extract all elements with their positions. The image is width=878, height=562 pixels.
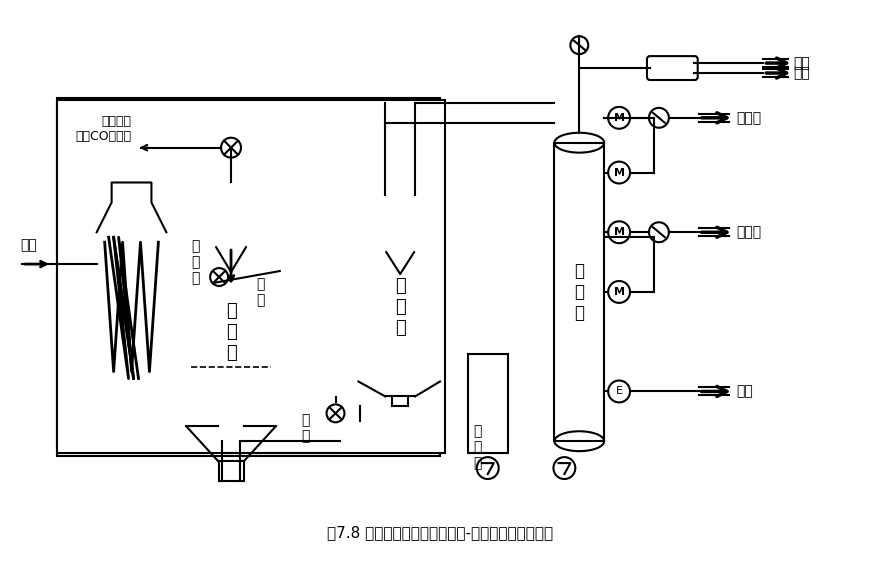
Text: 蒸
汽: 蒸 汽 xyxy=(301,413,310,443)
Bar xyxy=(57,100,444,453)
Text: 图7.8 同高并列式催化裂化反应-再生及分馏系统流程: 图7.8 同高并列式催化裂化反应-再生及分馏系统流程 xyxy=(327,525,552,540)
Bar xyxy=(97,232,166,387)
Bar xyxy=(112,170,151,183)
Text: 反
应
器: 反 应 器 xyxy=(394,277,405,337)
Bar xyxy=(57,98,440,456)
Text: M: M xyxy=(613,227,624,237)
Bar xyxy=(467,353,507,453)
Bar xyxy=(358,212,440,382)
Text: 主
风: 主 风 xyxy=(255,277,264,307)
Text: 轻柴油: 轻柴油 xyxy=(736,111,760,125)
Text: 再
生
器: 再 生 器 xyxy=(226,302,236,361)
Text: M: M xyxy=(613,113,624,123)
Text: 分
馏
塔: 分 馏 塔 xyxy=(573,262,584,322)
Text: 汽油: 汽油 xyxy=(792,66,809,80)
Text: 油浆: 油浆 xyxy=(736,384,752,398)
Text: 原料: 原料 xyxy=(20,238,37,252)
Text: M: M xyxy=(613,167,624,178)
Text: M: M xyxy=(613,287,624,297)
Text: 再生烟气
（去CO锅炉）: 再生烟气 （去CO锅炉） xyxy=(76,115,132,143)
Text: 回
炼
油: 回 炼 油 xyxy=(473,424,481,470)
Text: 重柴油: 重柴油 xyxy=(736,225,760,239)
Text: 富气: 富气 xyxy=(792,56,809,70)
Text: E: E xyxy=(615,387,622,396)
Bar xyxy=(186,197,276,427)
Text: 增
压
风: 增 压 风 xyxy=(191,239,199,285)
Bar xyxy=(554,143,603,441)
Bar xyxy=(219,461,244,481)
